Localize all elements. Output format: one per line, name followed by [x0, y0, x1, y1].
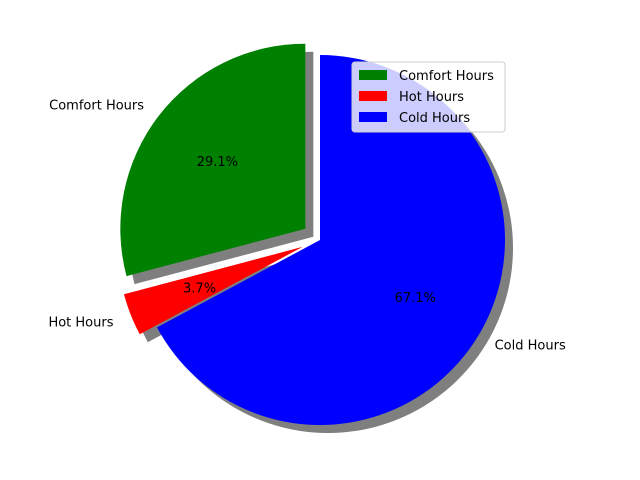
- legend-frame: [351, 61, 506, 133]
- slice-hot-hours: [123, 246, 303, 335]
- slice-comfort-hours: [120, 43, 306, 277]
- slice-cold-hours: [156, 55, 505, 425]
- legend-entry-hot: Hot Hours: [399, 90, 464, 105]
- percent-label-hot-hours: 3.7%: [183, 282, 216, 297]
- slice-label-comfort-hours: Comfort Hours: [49, 99, 144, 114]
- legend-entry-comfort: Comfort Hours: [399, 69, 494, 84]
- slice-labels: Comfort Hours 29.1% Hot Hours 3.7% Cold Hour…: [48, 99, 566, 354]
- legend-swatch-cold: [359, 112, 387, 122]
- slice-label-cold-hours: Cold Hours: [495, 339, 566, 354]
- legend-swatch-comfort: [359, 70, 387, 80]
- percent-label-comfort-hours: 29.1%: [197, 155, 238, 170]
- pie-slices: [120, 43, 505, 425]
- legend: Comfort Hours Hot Hours Cold Hours: [351, 61, 506, 133]
- percent-label-cold-hours: 67.1%: [395, 291, 436, 306]
- slice-label-hot-hours: Hot Hours: [48, 315, 113, 330]
- legend-swatch-hot: [359, 91, 387, 101]
- legend-entry-cold: Cold Hours: [399, 111, 470, 126]
